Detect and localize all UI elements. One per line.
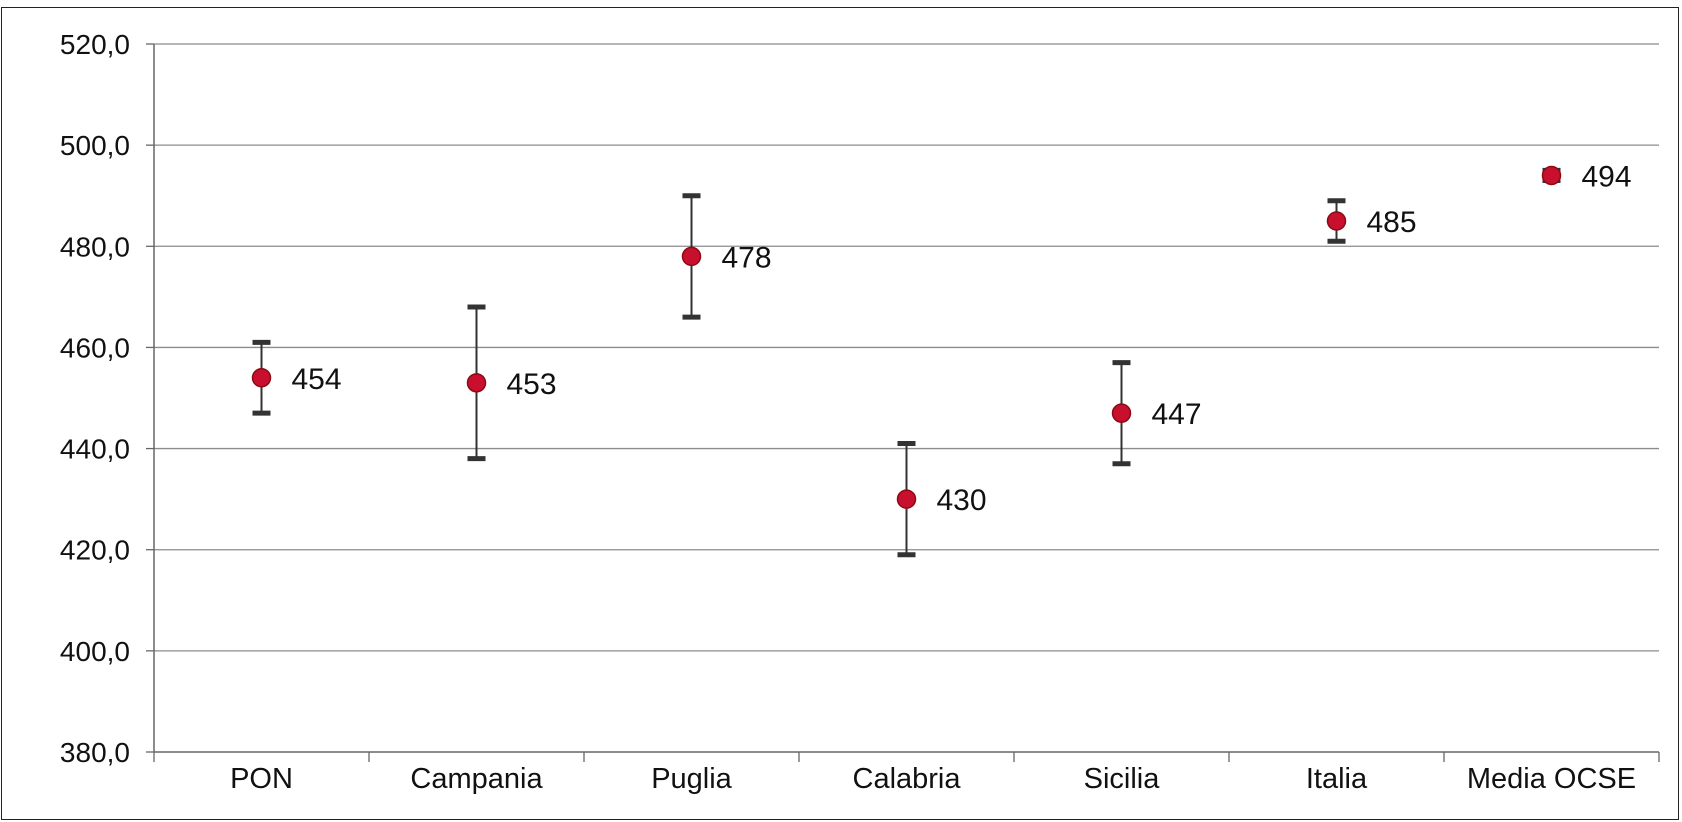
y-tick-label: 420,0 — [60, 535, 130, 566]
y-tick-label: 440,0 — [60, 434, 130, 465]
data-label: 453 — [507, 368, 557, 401]
data-points — [251, 165, 1562, 509]
data-point — [466, 373, 487, 393]
data-label: 478 — [722, 241, 772, 274]
data-label: 454 — [292, 363, 342, 396]
data-point — [1541, 165, 1562, 186]
y-tick-label: 400,0 — [60, 636, 130, 667]
y-tick-label: 460,0 — [60, 332, 130, 363]
x-tick-label: Sicilia — [1084, 763, 1161, 795]
chart-frame — [1, 7, 1679, 820]
x-tick-label: Media OCSE — [1467, 763, 1636, 795]
gridlines — [154, 43, 1659, 652]
data-label: 494 — [1582, 160, 1632, 193]
axes — [146, 43, 1660, 762]
data-point — [1326, 211, 1347, 231]
data-labels: 454 453 478 430 447 485 494 — [292, 160, 1632, 517]
data-point — [681, 246, 702, 267]
data-label: 447 — [1152, 398, 1202, 431]
x-tick-label: Campania — [410, 763, 543, 795]
y-tick-label: 380,0 — [60, 737, 130, 768]
x-tick-labels: PON Campania Puglia Calabria Sicilia Italia Me… — [230, 763, 1636, 795]
data-point — [251, 368, 272, 388]
x-tick-label: Calabria — [853, 763, 962, 795]
data-label: 430 — [937, 484, 987, 517]
x-tick-label: Italia — [1306, 763, 1368, 795]
data-point — [1111, 403, 1132, 423]
data-point — [896, 489, 917, 509]
y-tick-label: 500,0 — [60, 130, 130, 161]
x-tick-label: Puglia — [651, 763, 732, 795]
data-label: 485 — [1367, 206, 1417, 239]
x-tick-label: PON — [230, 763, 293, 795]
y-tick-label: 480,0 — [60, 231, 130, 262]
y-tick-label: 520,0 — [60, 29, 130, 60]
y-tick-labels: 380,0 400,0 420,0 440,0 460,0 480,0 500,0 520,0 — [60, 29, 130, 768]
